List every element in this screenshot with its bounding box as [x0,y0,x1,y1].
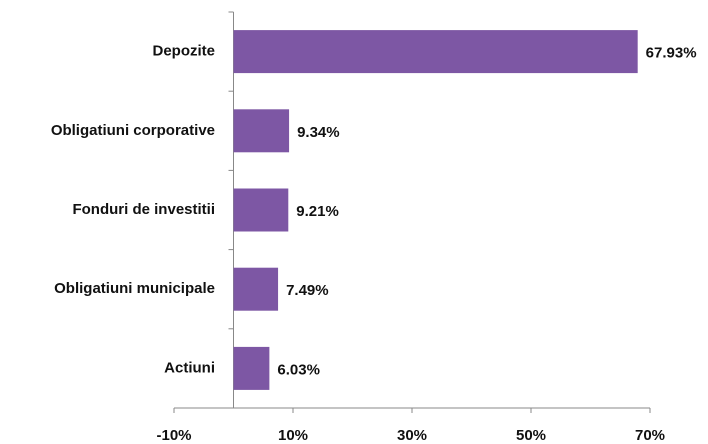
value-label: 6.03% [277,361,320,378]
value-label: 67.93% [646,45,697,62]
y-tick-label: Obligatiuni corporative [51,122,215,139]
bar [233,30,638,74]
y-tick-label: Obligatiuni municipale [54,280,215,297]
x-tick-label: 50% [516,427,546,444]
bar [233,109,290,153]
y-tick-label: Fonduri de investitii [72,201,215,218]
value-label: 9.34% [297,124,340,141]
bar [233,346,270,390]
value-label: 9.21% [296,203,339,220]
value-label: 7.49% [286,282,329,299]
x-tick-label: 30% [397,427,427,444]
x-tick-label: -10% [156,427,191,444]
bar [233,267,279,311]
y-tick-label: Depozite [152,43,215,60]
bar [233,188,289,232]
x-tick-label: 10% [278,427,308,444]
x-tick-label: 70% [635,427,665,444]
y-tick-label: Actiuni [164,359,215,376]
